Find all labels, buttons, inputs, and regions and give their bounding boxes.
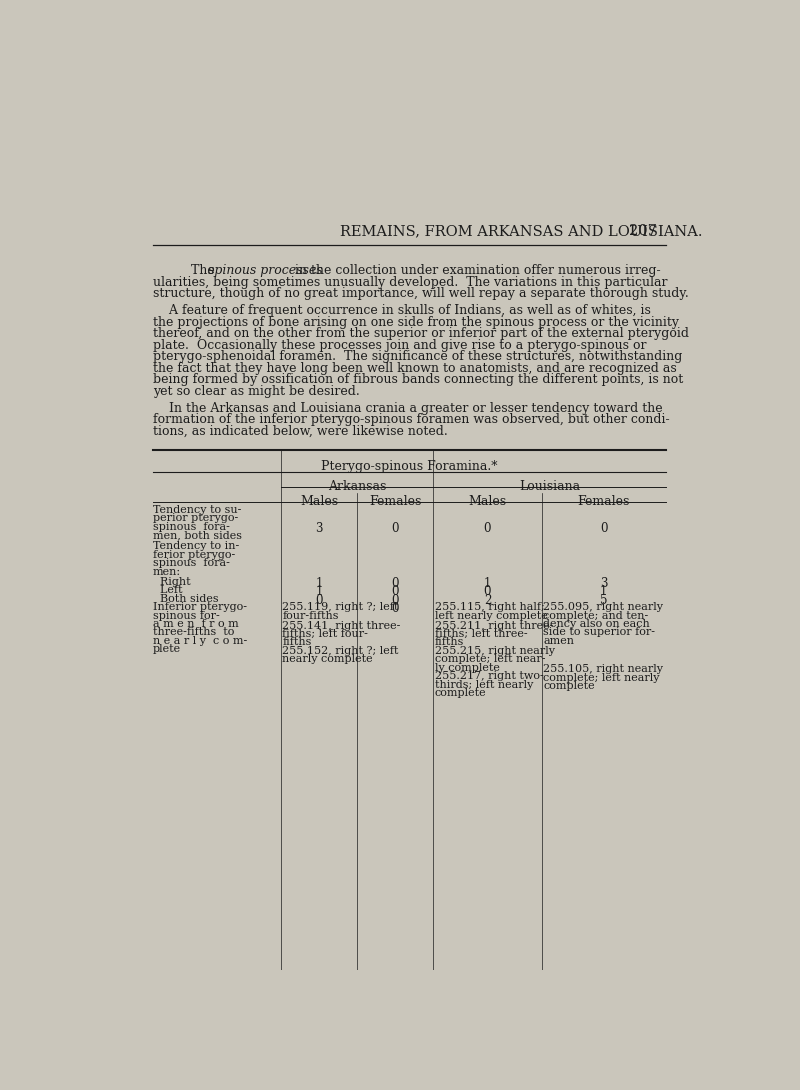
Text: REMAINS, FROM ARKANSAS AND LOUISIANA.: REMAINS, FROM ARKANSAS AND LOUISIANA. — [340, 223, 702, 238]
Text: 5: 5 — [600, 594, 607, 606]
Text: spinous  fora-: spinous fora- — [153, 522, 230, 532]
Text: thirds; left nearly: thirds; left nearly — [435, 680, 533, 690]
Text: 0: 0 — [600, 522, 607, 535]
Text: fifths; left four-: fifths; left four- — [282, 629, 368, 639]
Text: 1: 1 — [600, 585, 607, 598]
Text: 2: 2 — [484, 594, 491, 606]
Text: 255.211, right three-: 255.211, right three- — [435, 620, 553, 630]
Text: Females: Females — [369, 495, 422, 508]
Text: thereof, and on the other from the superior or inferior part of the external pte: thereof, and on the other from the super… — [153, 327, 689, 340]
Text: complete; left nearly: complete; left nearly — [543, 673, 660, 682]
Text: complete; left near-: complete; left near- — [435, 654, 546, 665]
Text: 0: 0 — [391, 522, 399, 535]
Text: spinous processes: spinous processes — [209, 264, 323, 277]
Text: 255.095, right nearly: 255.095, right nearly — [543, 602, 663, 613]
Text: 0: 0 — [391, 602, 399, 615]
Text: tions, as indicated below, were likewise noted.: tions, as indicated below, were likewise… — [153, 425, 447, 438]
Text: the fact that they have long been well known to anatomists, and are recognized a: the fact that they have long been well k… — [153, 362, 677, 375]
Text: A feature of frequent occurrence in skulls of Indians, as well as of whites, is: A feature of frequent occurrence in skul… — [153, 304, 650, 317]
Text: men, both sides: men, both sides — [153, 531, 242, 541]
Text: the projections of bone arising on one side from the spinous process or the vici: the projections of bone arising on one s… — [153, 316, 678, 328]
Text: ly complete: ly complete — [435, 663, 500, 673]
Text: 0: 0 — [484, 522, 491, 535]
Text: nearly complete: nearly complete — [282, 654, 373, 665]
Text: 0: 0 — [484, 585, 491, 598]
Text: 0: 0 — [391, 577, 399, 590]
Text: left nearly complete: left nearly complete — [435, 610, 547, 620]
Text: spinous  fora-: spinous fora- — [153, 558, 230, 568]
Text: 255.152, right ?; left: 255.152, right ?; left — [282, 646, 398, 656]
Text: being formed by ossification of fibrous bands connecting the different points, i: being formed by ossification of fibrous … — [153, 374, 683, 386]
Text: men:: men: — [153, 567, 181, 577]
Text: Females: Females — [578, 495, 630, 508]
Text: ferior pterygo-: ferior pterygo- — [153, 549, 235, 559]
Text: Louisiana: Louisiana — [519, 481, 580, 494]
Text: 0: 0 — [391, 594, 399, 606]
Text: 0: 0 — [315, 594, 322, 606]
Text: three-fifths  to: three-fifths to — [153, 628, 234, 638]
Text: yet so clear as might be desired.: yet so clear as might be desired. — [153, 385, 359, 398]
Text: amen: amen — [543, 635, 574, 646]
Text: complete: complete — [435, 688, 486, 699]
Text: side to superior for-: side to superior for- — [543, 628, 655, 638]
Text: formation of the inferior pterygo-spinous foramen was observed, but other condi-: formation of the inferior pterygo-spinou… — [153, 413, 670, 426]
Text: 1: 1 — [315, 577, 322, 590]
Text: spinous for-: spinous for- — [153, 610, 219, 620]
Text: four-fifths: four-fifths — [282, 610, 338, 620]
Text: 0: 0 — [391, 585, 399, 598]
Text: ularities, being sometimes unusually developed.  The variations in this particul: ularities, being sometimes unusually dev… — [153, 276, 667, 289]
Text: 255.119, right ?; left: 255.119, right ?; left — [282, 602, 398, 613]
Text: Males: Males — [469, 495, 506, 508]
Text: Tendency to su-: Tendency to su- — [153, 505, 241, 514]
Text: perior pterygo-: perior pterygo- — [153, 513, 238, 523]
Text: 255.141, right three-: 255.141, right three- — [282, 620, 401, 630]
Text: Right: Right — [153, 577, 190, 586]
Text: 255.105, right nearly: 255.105, right nearly — [543, 665, 663, 675]
Text: fifths: fifths — [435, 638, 464, 647]
Text: 3: 3 — [600, 577, 607, 590]
Text: In the Arkansas and Louisiana crania a greater or lesser tendency toward the: In the Arkansas and Louisiana crania a g… — [153, 402, 662, 415]
Text: 1: 1 — [484, 577, 491, 590]
Text: Pterygo-spinous Foramina.*: Pterygo-spinous Foramina.* — [321, 460, 498, 473]
Text: n e a r l y  c o m-: n e a r l y c o m- — [153, 635, 247, 646]
Text: 1: 1 — [315, 585, 322, 598]
Text: structure, though of no great importance, will well repay a separate thorough st: structure, though of no great importance… — [153, 287, 689, 300]
Text: 207: 207 — [629, 223, 657, 238]
Text: a m e n  f r o m: a m e n f r o m — [153, 619, 238, 629]
Text: plete: plete — [153, 644, 181, 654]
Text: 255.215, right nearly: 255.215, right nearly — [435, 646, 555, 656]
Text: fifths; left three-: fifths; left three- — [435, 629, 527, 639]
Text: plate.  Occasionally these processes join and give rise to a pterygo-spinous or: plate. Occasionally these processes join… — [153, 339, 646, 352]
Text: 255.217, right two-: 255.217, right two- — [435, 671, 543, 681]
Text: in the collection under examination offer numerous irreg-: in the collection under examination offe… — [290, 264, 660, 277]
Text: dency also on each: dency also on each — [543, 619, 650, 629]
Text: pterygo-sphenoidal foramen.  The significance of these structures, notwithstandi: pterygo-sphenoidal foramen. The signific… — [153, 350, 682, 363]
Text: complete; and ten-: complete; and ten- — [543, 610, 649, 620]
Text: Inferior pterygo-: Inferior pterygo- — [153, 602, 246, 613]
Text: complete: complete — [543, 681, 595, 691]
Text: fifths: fifths — [282, 638, 311, 647]
Text: 3: 3 — [315, 522, 322, 535]
Text: Arkansas: Arkansas — [328, 481, 386, 494]
Text: 255.115, right half;: 255.115, right half; — [435, 602, 545, 613]
Text: Left: Left — [153, 585, 182, 595]
Text: The: The — [191, 264, 219, 277]
Text: Males: Males — [300, 495, 338, 508]
Text: Tendency to in-: Tendency to in- — [153, 542, 239, 552]
Text: Both sides: Both sides — [153, 594, 218, 604]
